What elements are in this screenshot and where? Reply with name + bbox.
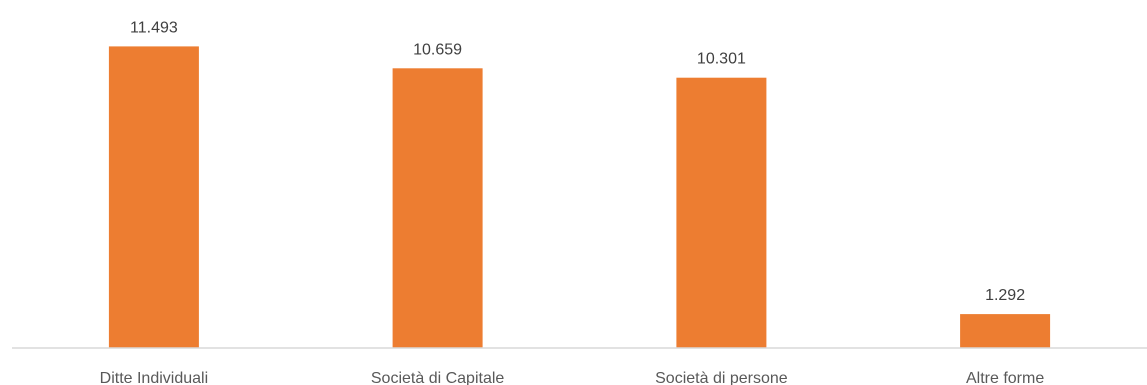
bar-3 bbox=[960, 314, 1051, 348]
bar-2 bbox=[676, 77, 767, 348]
data-label-2: 10.301 bbox=[697, 51, 746, 68]
x-tick-label-0: Ditte Individuali bbox=[100, 370, 209, 385]
data-label-3: 1.292 bbox=[985, 287, 1025, 304]
x-tick-label-3: Altre forme bbox=[966, 370, 1044, 385]
data-label-1: 10.659 bbox=[413, 41, 462, 58]
x-tick-label-1: Società di Capitale bbox=[371, 370, 505, 385]
x-tick-label-2: Società di persone bbox=[655, 370, 788, 385]
bar-0 bbox=[108, 46, 199, 349]
x-tick-labels-layer: Ditte Individuali Società di Capitale Soci… bbox=[100, 370, 1045, 385]
value-labels-layer: 11.493 10.659 10.301 1.292 bbox=[130, 19, 1025, 304]
bar-1 bbox=[392, 68, 483, 349]
data-label-0: 11.493 bbox=[130, 19, 178, 36]
bars-layer bbox=[108, 46, 1051, 349]
